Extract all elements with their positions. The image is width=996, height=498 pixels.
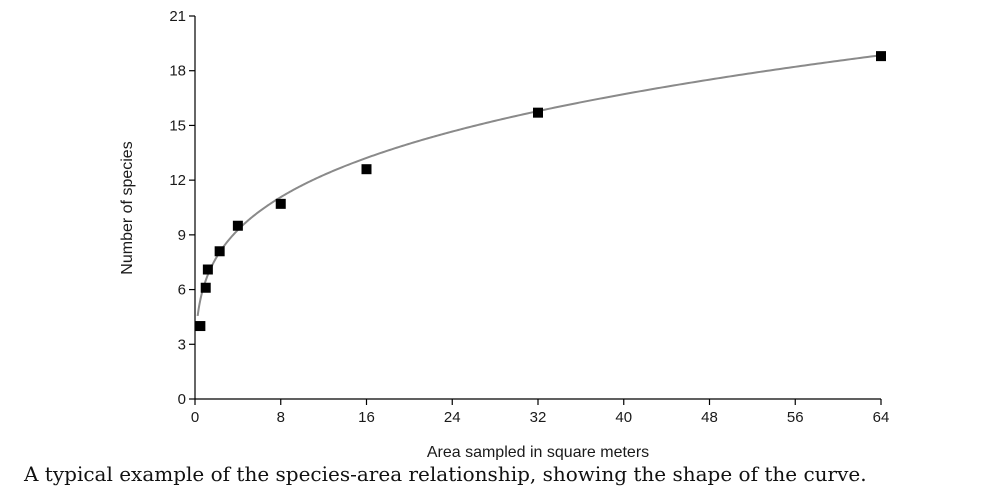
x-tick-label: 48 (701, 409, 718, 426)
data-point (202, 264, 213, 275)
x-tick-label: 8 (277, 409, 285, 426)
x-tick-label: 32 (530, 409, 547, 426)
species-area-chart: 0 3 6 9 12 15 18 21 0 8 16 24 32 40 48 56 64 Area sampl… (119, 8, 890, 460)
x-tick-label: 64 (873, 409, 890, 426)
y-axis-label: Number of species (119, 141, 136, 274)
x-tick-label: 40 (615, 409, 632, 426)
y-tick-label: 18 (169, 63, 186, 80)
data-points (195, 51, 886, 332)
data-point (195, 321, 206, 332)
data-point (533, 107, 543, 118)
y-tick-label: 6 (178, 282, 186, 299)
y-tick-label: 21 (169, 8, 186, 25)
x-axis-label: Area sampled in square meters (427, 444, 649, 460)
chart-axes (194, 16, 881, 400)
x-tick-label: 16 (358, 409, 375, 426)
x-tick-label: 0 (191, 409, 199, 426)
y-ticks: 0 3 6 9 12 15 18 21 (169, 8, 195, 408)
data-point (275, 198, 286, 209)
x-tick-label: 56 (787, 409, 804, 426)
y-tick-label: 3 (178, 336, 186, 353)
y-tick-label: 15 (169, 117, 186, 134)
x-ticks: 0 8 16 24 32 40 48 56 64 (191, 399, 890, 426)
y-tick-label: 9 (178, 227, 186, 244)
data-point (361, 164, 372, 175)
fitted-curve (196, 54, 882, 317)
figure-caption: A typical example of the species-area re… (24, 462, 867, 486)
data-point (214, 246, 225, 257)
y-tick-label: 12 (169, 172, 186, 189)
data-point (232, 220, 243, 231)
data-point (200, 282, 211, 293)
y-tick-label: 0 (178, 391, 186, 408)
x-tick-label: 24 (444, 409, 461, 426)
data-point (876, 51, 886, 62)
